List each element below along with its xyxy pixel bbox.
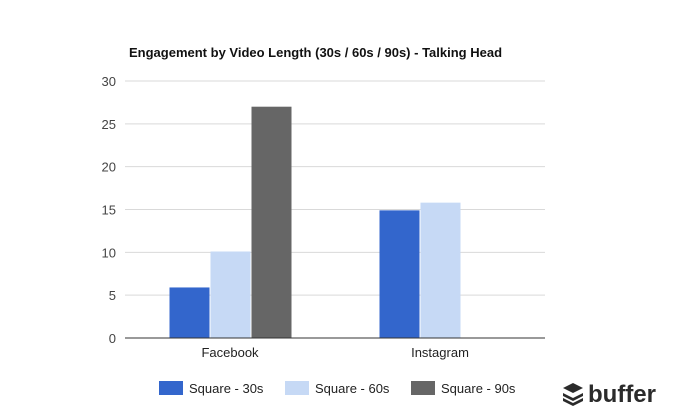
- chart-title: Engagement by Video Length (30s / 60s / …: [129, 45, 502, 60]
- y-tick-label: 5: [109, 288, 116, 303]
- y-tick-label: 25: [102, 117, 116, 132]
- y-tick-label: 15: [102, 203, 116, 218]
- y-axis-ticks: 0 5 10 15 20 25 30: [102, 74, 116, 346]
- gridlines: [125, 80, 545, 296]
- legend-label: Square - 90s: [441, 381, 516, 396]
- y-tick-label: 0: [109, 331, 116, 346]
- bars: [169, 106, 461, 338]
- legend-swatch: [159, 381, 183, 395]
- bar-instagram-2: [420, 202, 461, 338]
- legend-label: Square - 30s: [189, 381, 264, 396]
- legend-label: Square - 60s: [315, 381, 390, 396]
- bar-instagram-1: [379, 210, 420, 338]
- bar-facebook-2: [210, 251, 251, 338]
- bar-facebook-3: [251, 106, 292, 338]
- buffer-layers-icon: [563, 383, 583, 406]
- bar-facebook-1: [169, 287, 210, 338]
- legend-swatch: [285, 381, 309, 395]
- x-category-label: Instagram: [411, 345, 469, 360]
- x-axis-categories: Facebook Instagram: [201, 345, 468, 360]
- y-tick-label: 10: [102, 245, 116, 260]
- x-category-label: Facebook: [201, 345, 259, 360]
- y-tick-label: 20: [102, 160, 116, 175]
- y-tick-label: 30: [102, 74, 116, 89]
- legend-swatch: [411, 381, 435, 395]
- buffer-wordmark: buffer: [588, 381, 656, 408]
- legend: Square - 30s Square - 60s Square - 90s: [159, 381, 516, 396]
- buffer-logo: buffer: [563, 381, 656, 408]
